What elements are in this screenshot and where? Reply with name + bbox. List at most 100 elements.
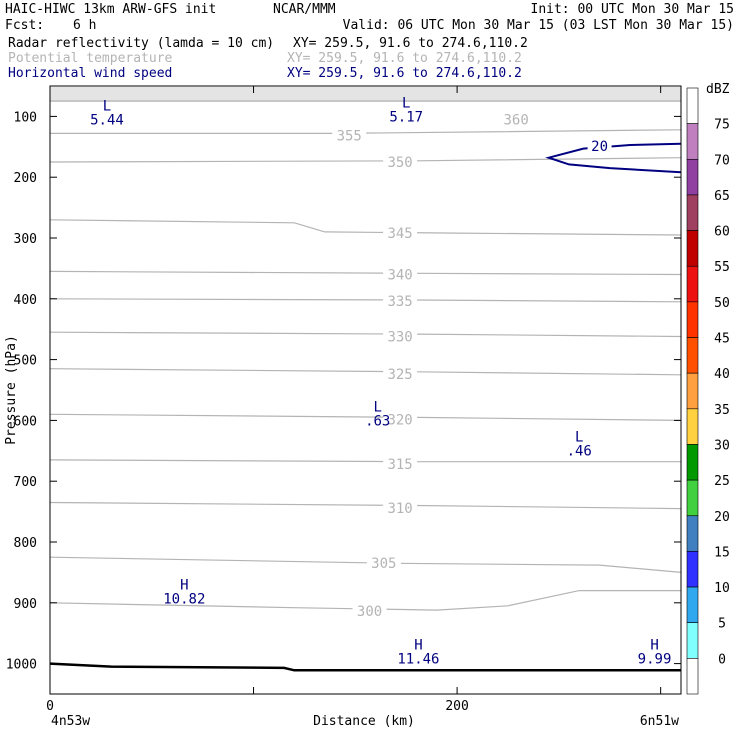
extremum-value: .46 — [567, 444, 592, 460]
colorbar-title: dBZ — [706, 82, 730, 97]
y-tick-label: 200 — [14, 171, 37, 186]
extremum-high-marker: H — [650, 638, 658, 654]
theta-label-bg — [366, 557, 401, 572]
header-fcst-label: Fcst: — [5, 18, 44, 33]
colorbar-swatch — [686, 337, 699, 374]
extremum-value: .63 — [365, 413, 390, 429]
theta-label-bg — [383, 368, 418, 383]
theta-label-bg — [332, 129, 367, 144]
theta-contour-330 — [49, 331, 682, 338]
theta-contour-345 — [49, 219, 682, 236]
theta-label: 345 — [387, 226, 412, 242]
y-tick-label: 600 — [14, 414, 37, 429]
x-end-right: 6n51w — [640, 714, 679, 729]
extremum-low-marker: L — [373, 399, 381, 415]
colorbar-swatch — [686, 622, 699, 659]
field-xy-reflectivity: XY= 259.5, 91.6 to 274.6,110.2 — [293, 36, 528, 51]
theta-label: 300 — [357, 604, 382, 620]
colorbar-swatch — [686, 158, 699, 196]
y-tick-label: 1000 — [6, 658, 37, 673]
colorbar-label: 75 — [714, 118, 730, 133]
x-end-left: 4n53w — [51, 714, 90, 729]
colorbar-label: 65 — [714, 189, 730, 204]
theta-label-bg — [383, 413, 418, 428]
colorbar-label: 60 — [714, 225, 730, 240]
theta-label: 340 — [387, 267, 412, 283]
colorbar-label: 30 — [714, 438, 730, 453]
theta-label-bg — [383, 501, 418, 516]
theta-label: 335 — [387, 294, 412, 310]
colorbar-label: 45 — [714, 332, 730, 347]
colorbar-swatch — [686, 194, 699, 231]
colorbar-swatch — [686, 230, 699, 267]
y-tick-label: 500 — [14, 354, 37, 369]
x-tick-label: 0 — [46, 699, 54, 714]
theta-label-bg — [383, 295, 418, 310]
theta-label: 305 — [371, 556, 396, 572]
extremum-value: 11.46 — [397, 652, 439, 668]
theta-contour-315 — [49, 459, 681, 463]
colorbar-swatch — [686, 658, 699, 695]
theta-contour-300 — [49, 590, 681, 611]
extremum-low-marker: L — [575, 430, 583, 446]
theta-label: 320 — [387, 413, 412, 429]
theta-contour-350 — [49, 157, 682, 163]
field-name-theta: Potential temperature — [8, 51, 173, 66]
theta-label-bg — [383, 458, 418, 473]
colorbar-swatch — [686, 515, 699, 552]
extremum-low-marker: L — [103, 98, 111, 114]
colorbar-swatch — [686, 301, 699, 338]
colorbar-swatch — [686, 87, 699, 124]
colorbar-swatch — [686, 372, 699, 410]
header-valid: Valid: 06 UTC Mon 30 Mar 15 (03 LST Mon … — [343, 18, 734, 33]
theta-label: 360 — [503, 112, 528, 128]
theta-contour-305 — [49, 556, 682, 573]
colorbar-label: 0 — [718, 652, 726, 667]
extremum-high-marker: H — [180, 577, 188, 593]
colorbar-swatch — [686, 551, 699, 588]
theta-label: 355 — [337, 129, 362, 145]
wind-label-bg — [587, 140, 612, 155]
theta-label-bg — [383, 330, 418, 345]
x-tick-label: 200 — [445, 699, 468, 714]
colorbar-swatch — [686, 444, 699, 481]
colorbar-label: 70 — [714, 153, 730, 168]
colorbar-swatch — [686, 479, 699, 517]
theta-contour-335 — [49, 298, 682, 303]
theta-label: 330 — [387, 329, 412, 345]
header-fcst-value: 6 h — [73, 18, 96, 33]
theta-label-bg — [499, 113, 534, 128]
theta-contour-340 — [49, 270, 682, 276]
theta-label: 310 — [387, 501, 412, 517]
header-org: NCAR/MMM — [273, 2, 336, 17]
colorbar-label: 50 — [714, 296, 730, 311]
field-xy-theta: XY= 259.5, 91.6 to 274.6,110.2 — [287, 51, 522, 66]
colorbar-swatch — [686, 408, 699, 445]
colorbar-label: 35 — [714, 403, 730, 418]
x-axis-label: Distance (km) — [313, 714, 415, 729]
field-name-reflectivity: Radar reflectivity (lamda = 10 cm) — [8, 36, 274, 51]
theta-label: 350 — [387, 155, 412, 171]
theta-label: 315 — [387, 457, 412, 473]
header-model: HAIC-HIWC 13km ARW-GFS init — [5, 2, 216, 17]
terrain-line — [49, 662, 681, 672]
field-name-wind: Horizontal wind speed — [8, 66, 172, 81]
y-tick-label: 900 — [14, 597, 37, 612]
colorbar-label: 20 — [714, 510, 730, 525]
theta-label: 325 — [387, 367, 412, 383]
header-init: Init: 00 UTC Mon 30 Mar 15 — [531, 2, 735, 17]
wind-contour-20 — [545, 142, 682, 174]
extremum-value: 10.82 — [163, 591, 205, 607]
theta-contour-325 — [49, 368, 682, 376]
colorbar-label: 5 — [718, 617, 726, 632]
theta-label-bg — [383, 155, 418, 170]
extremum-low-marker: L — [402, 95, 410, 111]
theta-label-bg — [352, 605, 387, 620]
y-tick-label: 700 — [14, 475, 37, 490]
colorbar-label: 15 — [714, 545, 730, 560]
extremum-high-marker: H — [414, 638, 422, 654]
colorbar-swatch — [686, 123, 699, 160]
colorbar-swatch — [686, 265, 699, 303]
y-tick-label: 100 — [14, 110, 37, 125]
